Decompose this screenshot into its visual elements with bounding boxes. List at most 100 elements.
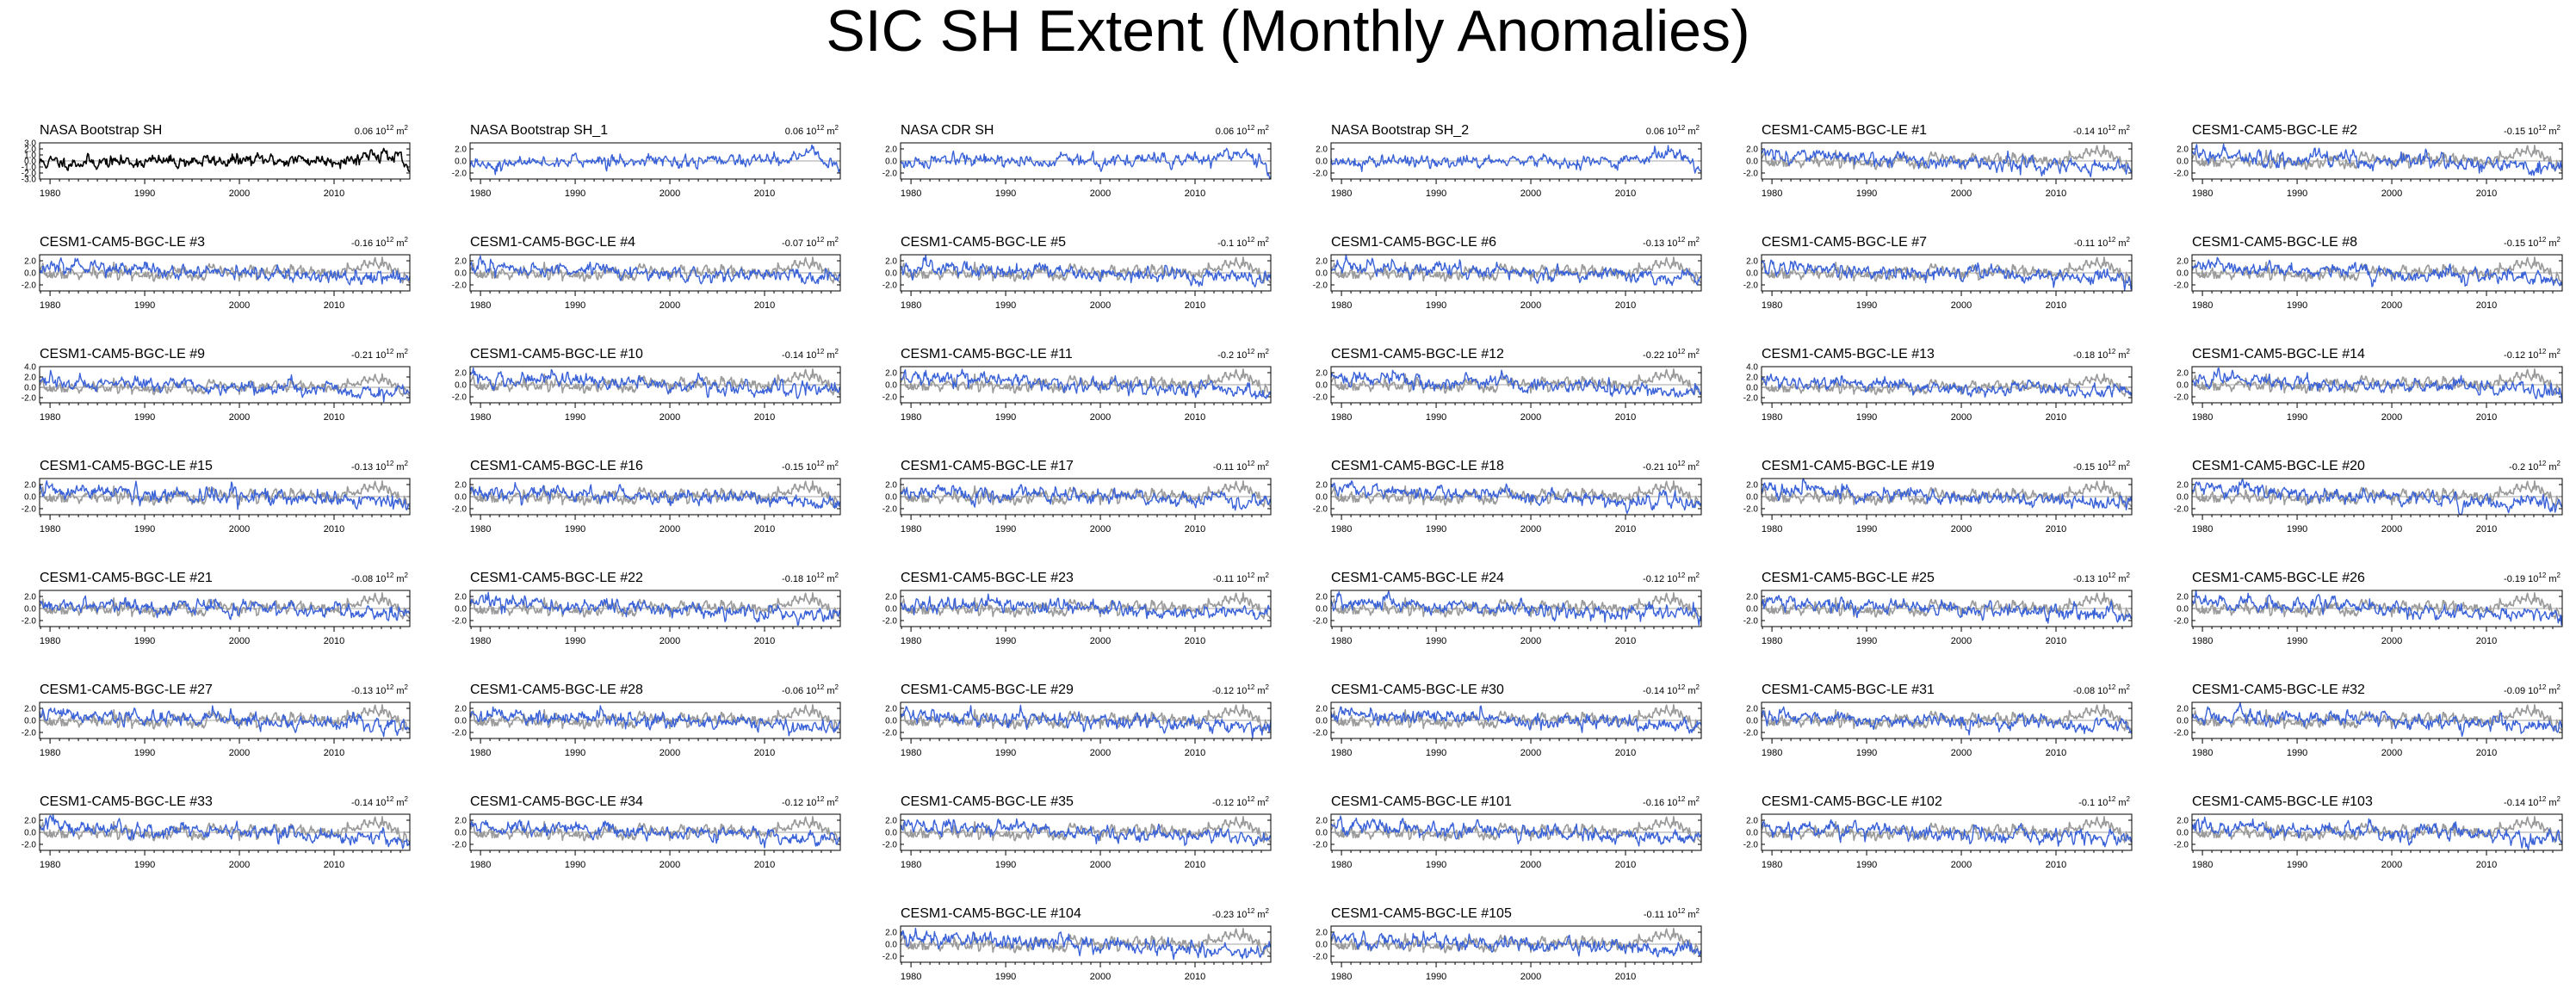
x-tick-label: 2010 [2476,860,2497,870]
y-tick-label: -2.0 [452,393,468,403]
panel-frame [469,701,841,739]
x-tick-label: 1980 [40,188,60,199]
x-tick-label: 2010 [1185,524,1205,534]
x-tick-label: 2010 [1615,524,1636,534]
series-line-reference [1330,704,1702,732]
panel-trend-label: -0.16 1012 m2 [1643,795,1700,808]
series-line-model [1330,705,1702,734]
y-tick-label: 0.0 [455,605,467,615]
x-tick-label: 1980 [40,300,60,311]
x-tick-label: 2000 [659,188,680,199]
y-tick-label: 2.0 [885,929,897,938]
x-tick-label: 1990 [565,412,585,423]
panel-frame [900,366,1272,404]
y-tick-label: 0.0 [24,829,36,838]
panel-9: CESM1-CAM5-BGC-LE #5 -0.1 1012 m2 2.0 0.0 -2… [882,235,1272,311]
panel-title: CESM1-CAM5-BGC-LE #26 [2192,571,2365,585]
y-tick-label: 0.0 [24,717,36,726]
panel-trend-label: -0.09 1012 m2 [2504,683,2561,696]
x-tick-label: 2010 [2476,748,2497,758]
panel-trend-label: -0.18 1012 m2 [2073,348,2131,361]
series-line-model [470,367,841,399]
series-line-reference [2191,592,2563,620]
panel-trend-label: -0.15 1012 m2 [2073,460,2131,473]
y-tick-label: 0.0 [2177,269,2189,279]
x-tick-label: 1980 [2192,188,2213,199]
panel-8: CESM1-CAM5-BGC-LE #4 -0.07 1012 m2 2.0 0.0 -… [452,235,841,311]
y-tick-label: -2.0 [1313,617,1328,627]
x-tick-label: 2000 [1090,972,1111,982]
panel-title: CESM1-CAM5-BGC-LE #12 [1331,347,1504,361]
series-line-reference [2191,368,2563,396]
y-tick-label: 2.0 [1316,257,1328,267]
panel-title: CESM1-CAM5-BGC-LE #35 [901,794,1074,809]
y-tick-label: -2.0 [2174,617,2189,627]
x-tick-label: 2010 [1185,972,1205,982]
panel-frame [39,142,411,180]
x-tick-label: 2000 [1951,636,1972,646]
y-tick-label: 2.0 [1746,593,1758,602]
panel-frame [900,142,1272,180]
y-tick-label: 2.0 [24,705,36,714]
panel-13: CESM1-CAM5-BGC-LE #9 -0.21 1012 m2 4.02.00… [22,347,411,423]
x-tick-label: 1990 [134,188,155,199]
panel-7: CESM1-CAM5-BGC-LE #3 -0.16 1012 m2 2.0 0.0 -… [22,235,411,311]
series-line-reference [39,373,411,397]
series-line-model [1761,595,2133,624]
panel-frame [2191,254,2563,292]
x-tick-label: 1990 [995,524,1016,534]
x-tick-label: 1990 [1856,636,1877,646]
series-line-model [900,818,1272,847]
series-line-model [1761,478,2133,510]
x-tick-label: 2000 [1090,412,1111,423]
panel-trend-label: -0.14 1012 m2 [782,348,839,361]
panel-title: CESM1-CAM5-BGC-LE #104 [901,906,1081,921]
panel-19: CESM1-CAM5-BGC-LE #15 -0.13 1012 m2 2.0 0.0… [22,459,411,534]
x-tick-label: 2000 [1090,636,1111,646]
panel-frame [1330,701,1702,739]
y-tick-label: 2.0 [455,145,467,155]
x-tick-label: 1990 [565,860,585,870]
y-tick-label: -2.0 [1313,393,1328,403]
series-line-reference [469,592,841,620]
panel-frame [1761,478,2133,516]
x-tick-label: 1980 [1331,524,1352,534]
panel-title: CESM1-CAM5-BGC-LE #30 [1331,683,1504,697]
x-tick-label: 2000 [229,412,250,423]
x-tick-label: 1990 [2287,748,2307,758]
panel-32: CESM1-CAM5-BGC-LE #28 -0.06 1012 m2 2.0 0.0… [452,683,841,758]
panel-frame [1761,366,2133,404]
y-tick-label: 2.0 [1316,481,1328,491]
y-tick-label: 2.0 [455,705,467,714]
panel-title: NASA Bootstrap SH [40,123,162,138]
x-tick-label: 1990 [1426,524,1446,534]
x-tick-label: 2010 [2046,412,2066,423]
x-tick-label: 2000 [229,524,250,534]
panel-frame [39,701,411,739]
x-tick-label: 2010 [1185,412,1205,423]
y-tick-label: 2.0 [1746,705,1758,714]
x-tick-label: 2000 [2381,524,2402,534]
x-tick-label: 1990 [1426,748,1446,758]
x-tick-label: 2000 [1520,300,1541,311]
panel-trend-label: -0.11 1012 m2 [2074,236,2131,249]
y-tick-label: 2.0 [2177,817,2189,826]
panel-frame [469,254,841,292]
x-tick-label: 1990 [134,636,155,646]
x-tick-label: 2010 [1615,188,1636,199]
panel-title: CESM1-CAM5-BGC-LE #17 [901,459,1074,473]
x-tick-label: 1990 [1426,188,1446,199]
y-tick-label: -2.0 [2174,281,2189,291]
x-tick-label: 2010 [1615,412,1636,423]
y-tick-label: 0.0 [1316,941,1328,950]
panel-title: CESM1-CAM5-BGC-LE #21 [40,571,213,585]
y-tick-label: 2.0 [885,257,897,267]
panel-16: CESM1-CAM5-BGC-LE #12 -0.22 1012 m2 2.0 0.0… [1313,347,1702,423]
y-tick-label: 2.0 [1746,257,1758,267]
panel-title: CESM1-CAM5-BGC-LE #7 [1762,235,1927,250]
panel-frame [1761,142,2133,180]
y-tick-label: 0.0 [2177,158,2189,167]
